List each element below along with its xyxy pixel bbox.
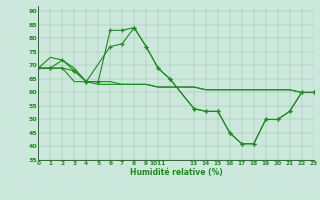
X-axis label: Humidité relative (%): Humidité relative (%): [130, 168, 222, 177]
